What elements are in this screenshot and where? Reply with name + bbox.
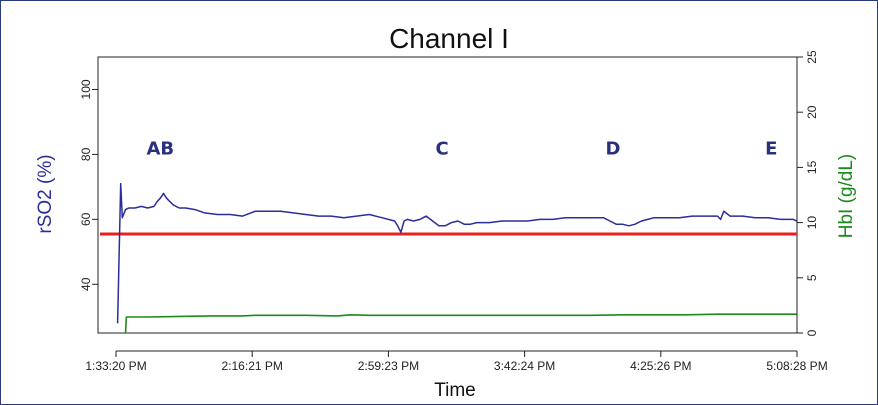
y2-tick-label: 15 xyxy=(805,160,819,174)
y2-tick-label: 20 xyxy=(805,105,819,119)
x-tick-label: 4:25:26 PM xyxy=(630,359,691,373)
x-tick-label: 3:42:24 PM xyxy=(494,359,555,373)
y-axis-title: rSO2 (%) xyxy=(35,154,56,233)
chart-title: Channel I xyxy=(389,23,509,54)
y2-tick-label: 5 xyxy=(805,274,819,281)
x-tick-label: 1:33:20 PM xyxy=(85,359,146,373)
event-marker-d: D xyxy=(606,138,621,159)
rso2-series-line xyxy=(116,182,797,324)
y-tick-label: 60 xyxy=(79,212,93,226)
x-axis-title: Time xyxy=(434,380,476,401)
y2-axis: 0 5 10 15 20 25 xyxy=(797,50,819,336)
x-tick-label: 2:16:21 PM xyxy=(222,359,283,373)
plot-content: AB C D E xyxy=(100,138,797,334)
y2-tick-label: 10 xyxy=(805,216,819,230)
x-tick-label: 5:08:28 PM xyxy=(766,359,827,373)
y-tick-label: 80 xyxy=(79,147,93,161)
y-tick-label: 40 xyxy=(79,277,93,291)
x-axis: 1:33:20 PM 2:16:21 PM 2:59:23 PM 3:42:24 PM… xyxy=(85,350,828,373)
y-axis: 40 60 80 100 xyxy=(79,79,99,291)
event-marker-ab: AB xyxy=(146,138,174,159)
hbi-series-line xyxy=(124,313,797,334)
plot-area-border xyxy=(97,56,798,334)
event-marker-e: E xyxy=(765,138,777,159)
y2-tick-label: 0 xyxy=(805,329,819,336)
x-tick-label: 2:59:23 PM xyxy=(358,359,419,373)
y2-tick-label: 25 xyxy=(805,50,819,64)
event-marker-c: C xyxy=(435,138,448,159)
y-tick-label: 100 xyxy=(79,79,93,99)
y2-axis-title: HbI (g/dL) xyxy=(836,154,857,238)
